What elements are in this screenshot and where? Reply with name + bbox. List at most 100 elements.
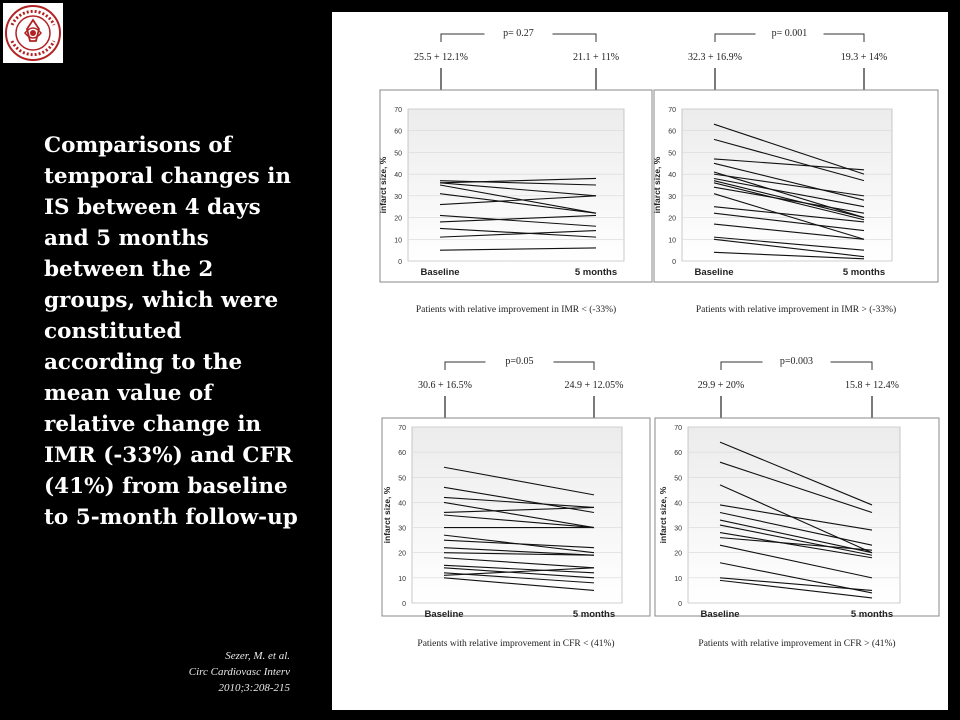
y-tick-label: 10 <box>674 576 682 583</box>
patient-line <box>713 206 865 223</box>
y-tick-label: 0 <box>672 259 676 266</box>
patient-line <box>713 173 865 197</box>
y-tick-label: 20 <box>394 216 402 223</box>
description-line: according to the <box>44 350 243 375</box>
patient-line <box>443 466 595 496</box>
p-value-bg <box>485 354 554 368</box>
baseline-annotation: 30.6 + 16.5% <box>418 380 472 391</box>
y-tick-label: 10 <box>394 237 402 244</box>
description-line: (41%) from baseline <box>44 474 288 499</box>
chart-footer: Patients with relative improvement in CF… <box>698 638 895 649</box>
patient-line <box>443 539 595 549</box>
patient-line <box>443 552 595 556</box>
description-line: temporal changes in <box>44 164 292 189</box>
patient-line <box>719 441 873 506</box>
patient-line <box>719 544 873 579</box>
y-axis-label: infarct size, % <box>658 486 668 543</box>
p-value-bg <box>484 26 553 40</box>
patient-line <box>713 186 865 214</box>
y-tick-label: 60 <box>668 129 676 136</box>
y-tick-label: 70 <box>394 107 402 114</box>
x-tick-label: 5 months <box>851 609 893 620</box>
figure-panel: p= 0.27 25.5 + 12.1% 21.1 + 11% 0 10 20 30 40 50… <box>332 12 948 710</box>
university-logo <box>3 3 63 63</box>
followup-annotation: 21.1 + 11% <box>573 52 619 63</box>
y-tick-label: 0 <box>678 601 682 608</box>
y-axis-label: infarct size, % <box>382 486 392 543</box>
patient-line <box>439 230 597 238</box>
patient-line <box>719 524 873 556</box>
patient-line <box>713 171 865 219</box>
followup-annotation: 24.9 + 12.05% <box>565 380 624 391</box>
patient-line <box>439 195 597 206</box>
x-tick-label: Baseline <box>694 267 733 278</box>
p-value-label: p= 0.001 <box>772 28 808 39</box>
patient-line <box>443 557 595 569</box>
patient-line <box>439 193 597 214</box>
y-axis-label: infarct size, % <box>378 156 388 213</box>
x-tick-label: Baseline <box>420 267 459 278</box>
y-tick-label: 60 <box>674 450 682 457</box>
description-line: between the 2 <box>44 257 214 282</box>
baseline-annotation: 29.9 + 20% <box>698 380 744 391</box>
y-tick-label: 60 <box>394 129 402 136</box>
patient-line <box>443 506 595 514</box>
seal-icon <box>5 5 61 61</box>
chart-3: p=0.05 30.6 + 16.5% 24.9 + 12.05% 0 10 20 30 40… <box>381 354 651 649</box>
patient-line <box>719 484 873 554</box>
patient-line <box>443 514 595 529</box>
patient-line <box>719 511 873 546</box>
patient-line <box>719 461 873 514</box>
patient-line <box>439 214 597 227</box>
description-line: Comparisons of <box>44 133 232 158</box>
y-tick-label: 60 <box>398 450 406 457</box>
citation-line: Circ Cardiovasc Interv <box>188 666 290 678</box>
patient-line <box>719 532 873 559</box>
y-tick-label: 70 <box>674 425 682 432</box>
y-tick-label: 40 <box>668 172 676 179</box>
y-tick-label: 40 <box>674 500 682 507</box>
p-value-label: p=0.05 <box>505 356 533 367</box>
description-line: IS between 4 days <box>44 195 261 220</box>
y-tick-label: 50 <box>674 475 682 482</box>
description-line: mean value of <box>44 381 213 406</box>
patient-line <box>713 182 865 221</box>
chart-footer: Patients with relative improvement in IM… <box>416 304 616 315</box>
patient-line <box>713 180 865 219</box>
description-line: relative change in <box>44 412 262 437</box>
patient-line <box>713 177 865 208</box>
y-tick-label: 40 <box>398 500 406 507</box>
p-value-label: p=0.003 <box>780 356 813 367</box>
patient-line <box>719 519 873 554</box>
y-tick-label: 10 <box>398 576 406 583</box>
y-tick-label: 20 <box>398 551 406 558</box>
y-tick-label: 0 <box>398 259 402 266</box>
figure-svg: p= 0.27 25.5 + 12.1% 21.1 + 11% 0 10 20 30 40 50… <box>378 26 940 649</box>
followup-annotation: 15.8 + 12.4% <box>845 380 899 391</box>
patient-line <box>443 577 595 591</box>
patient-line <box>719 579 873 599</box>
p-value-label: p= 0.27 <box>503 28 534 39</box>
patient-line <box>443 564 595 574</box>
y-tick-label: 30 <box>394 194 402 201</box>
y-tick-label: 20 <box>668 216 676 223</box>
patient-line <box>443 496 595 509</box>
y-tick-label: 50 <box>668 150 676 157</box>
x-tick-label: Baseline <box>700 609 739 620</box>
citation-line: Sezer, M. et al. <box>225 650 290 662</box>
chart-footer: Patients with relative improvement in CF… <box>417 638 614 649</box>
slide-description: Comparisons of temporal changes in IS betw… <box>44 130 319 533</box>
patient-line <box>443 547 595 556</box>
y-tick-label: 40 <box>394 172 402 179</box>
description-line: groups, which were <box>44 288 279 313</box>
y-tick-label: 30 <box>674 526 682 533</box>
patient-line <box>713 158 865 171</box>
patient-line <box>443 567 595 579</box>
patient-line <box>713 193 865 240</box>
y-tick-label: 70 <box>668 107 676 114</box>
y-tick-label: 20 <box>674 551 682 558</box>
description-line: and 5 months <box>44 226 209 251</box>
patient-line <box>719 577 873 591</box>
y-axis-label: infarct size, % <box>652 156 662 213</box>
patient-line <box>713 162 865 201</box>
